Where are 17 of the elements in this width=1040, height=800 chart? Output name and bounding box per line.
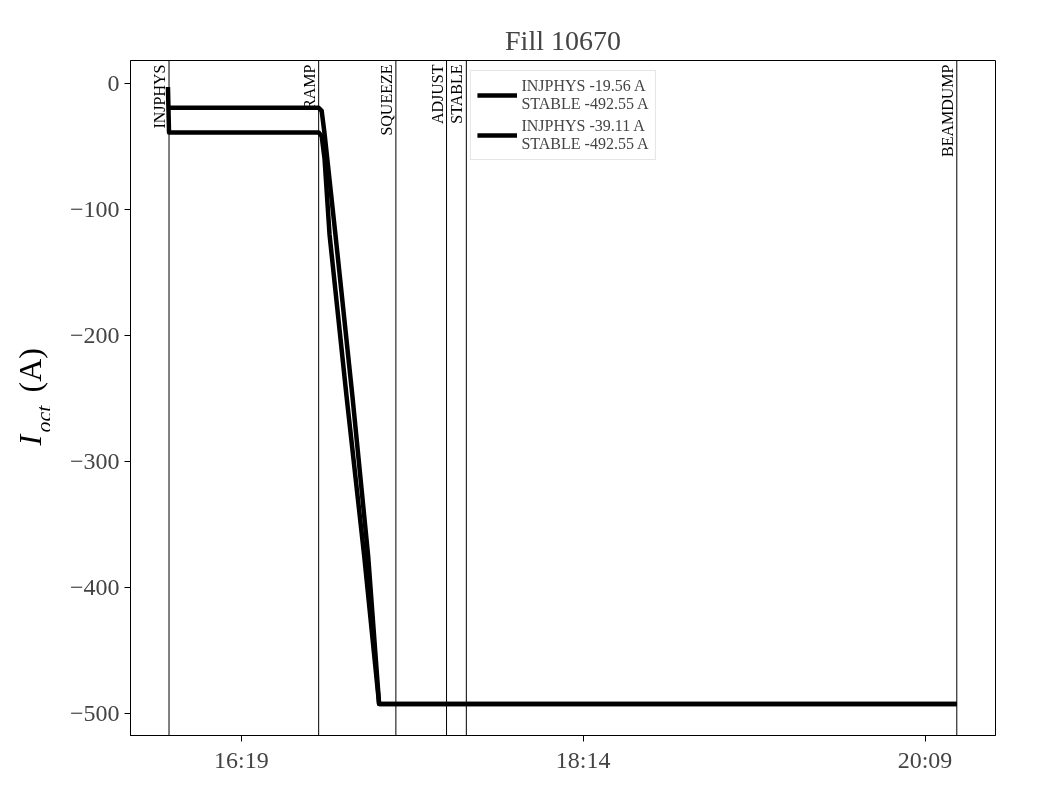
chart-title: Fill 10670 [505, 24, 621, 56]
legend-label: INJPHYS -19.56 A STABLE -492.55 A [521, 77, 649, 113]
y-tick-label: −300 [69, 447, 120, 474]
y-tick-label: 0 [107, 69, 120, 96]
y-tick-label: −200 [69, 321, 120, 348]
ref-line-label: STABLE [448, 64, 466, 124]
y-tick-label: −500 [69, 699, 120, 726]
ref-line-label: SQUEEZE [377, 64, 395, 136]
x-tick-label: 18:14 [555, 746, 611, 773]
y-tick-label: −100 [69, 195, 120, 222]
ref-line-label: INJPHYS [151, 64, 169, 129]
legend-label: INJPHYS -39.11 A STABLE -492.55 A [521, 117, 649, 153]
y-tick-label: −400 [69, 573, 120, 600]
ref-line-label: ADJUST [428, 64, 446, 125]
x-tick-label: 16:19 [214, 746, 269, 773]
x-tick-label: 20:09 [897, 746, 953, 773]
ref-line-label: BEAMDUMP [938, 64, 956, 157]
